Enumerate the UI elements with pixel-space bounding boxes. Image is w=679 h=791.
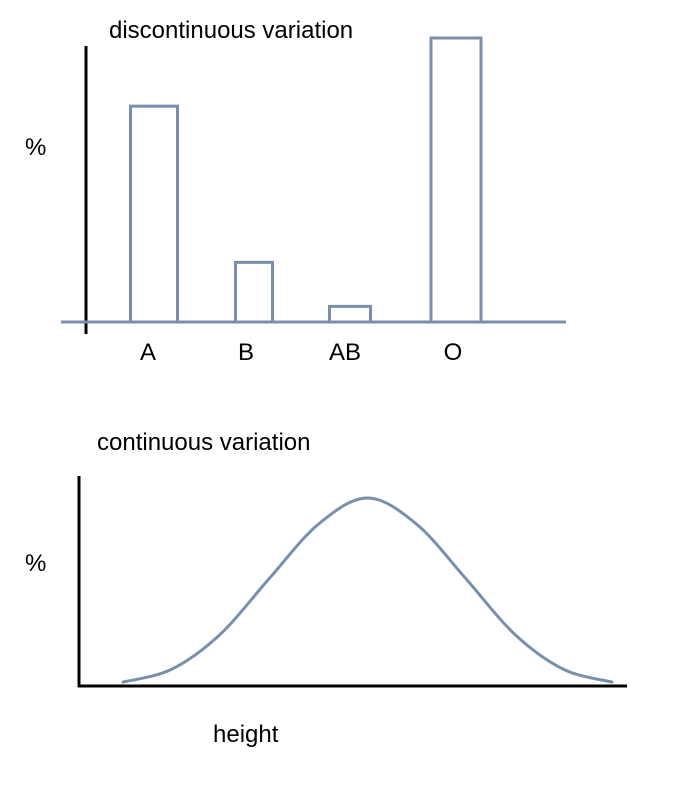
curve-chart-title: continuous variation (97, 429, 310, 456)
curve-chart-x-label: height (213, 721, 279, 748)
curve-chart: continuous variation % height (25, 429, 627, 748)
bar-a (129, 104, 179, 324)
bar-chart-title: discontinuous variation (109, 17, 353, 44)
bar-b (234, 260, 274, 324)
tick-label-a: A (140, 339, 156, 366)
bar-group (129, 36, 483, 324)
curve-chart-y-label: % (25, 550, 46, 577)
bar-chart-y-label: % (25, 134, 46, 161)
bar-chart: discontinuous variation % A B AB O (25, 17, 566, 366)
tick-label-b: B (238, 339, 254, 366)
bar-ab (328, 304, 372, 324)
tick-label-ab: AB (329, 339, 361, 366)
tick-label-o: O (444, 339, 463, 366)
bar-tick-labels: A B AB O (140, 339, 462, 366)
bar-o (429, 36, 483, 324)
series-line (121, 496, 614, 684)
